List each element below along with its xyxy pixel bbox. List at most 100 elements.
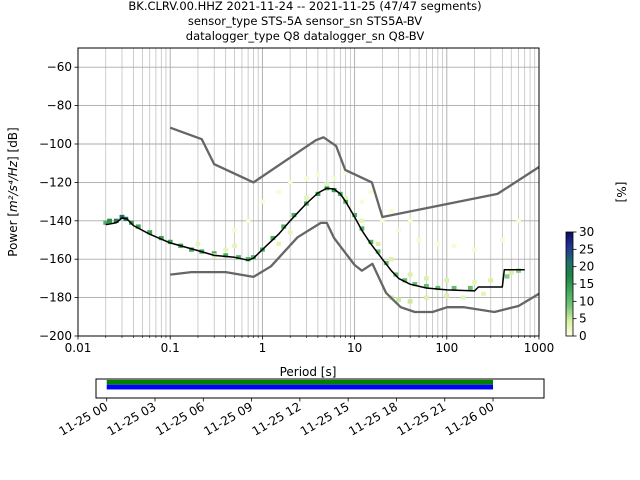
density-cell (368, 239, 374, 245)
time-tick-label: 11-25 03 (105, 399, 159, 438)
y-tick-label: −120 (39, 175, 72, 189)
density-cell (504, 274, 510, 279)
density-cell (388, 257, 394, 262)
density-cell (359, 226, 365, 231)
colorbar-tick-label: 5 (579, 312, 587, 326)
density-cell (223, 247, 229, 252)
colorbar-tick-label: 10 (579, 294, 594, 308)
y-tick-label: −100 (39, 137, 72, 151)
density-cell (423, 295, 429, 300)
noise-model-low-line (170, 221, 540, 314)
ppsd-plot-area: 0.01 0.1 1 10 100 1000 −60 −80 −100 −120 −140 −160… (39, 47, 555, 355)
density-cell (276, 241, 282, 246)
time-tick-label: 11-25 15 (298, 399, 352, 438)
density-cell (287, 230, 293, 235)
density-cell (135, 224, 141, 229)
density-cell (412, 282, 418, 287)
density-cell (508, 270, 514, 275)
density-cell (189, 247, 194, 252)
density-cell (407, 218, 413, 223)
density-cell (359, 218, 365, 223)
y-tick-label: −60 (47, 60, 72, 74)
density-cell (359, 199, 365, 204)
density-cell (343, 195, 349, 200)
density-cell (324, 182, 330, 187)
plot-frame (77, 47, 540, 337)
density-cell (331, 176, 337, 181)
chart-title-line-1: BK.CLRV.00.HHZ 2021-11-24 -- 2021-11-25 … (128, 0, 481, 13)
colorbar: 0 5 10 15 20 25 30 [%] (565, 182, 628, 343)
time-tick-label: 11-25 18 (346, 399, 400, 438)
density-cell (388, 209, 394, 214)
time-tick-label: 11-26 00 (443, 399, 497, 438)
colorbar-gradient (565, 231, 574, 337)
density-cell (259, 199, 265, 204)
y-tick-label: −140 (39, 214, 72, 228)
colorbar-tick-label: 20 (579, 260, 594, 274)
colorbar-tick-label: 0 (579, 329, 587, 343)
density-cell (435, 285, 441, 291)
density-cell (481, 291, 486, 296)
density-cell (107, 218, 112, 223)
y-tick-label: −160 (39, 252, 72, 266)
density-cell (516, 218, 521, 223)
density-cell (158, 235, 164, 241)
colorbar-tick-label: 30 (579, 225, 594, 239)
availability-bar (106, 379, 494, 385)
density-cell (147, 230, 153, 235)
density-cell (379, 218, 385, 223)
density-cell (375, 241, 381, 246)
y-axis: −60 −80 −100 −120 −140 −160 −180 −200 (39, 60, 78, 343)
y-tick-label: −80 (47, 99, 72, 113)
density-cell (396, 228, 402, 233)
density-cell (467, 285, 473, 291)
density-cell (195, 241, 201, 246)
density-cell (451, 285, 457, 291)
availability-bars (106, 379, 494, 390)
mode-curve-line (105, 187, 525, 292)
x-axis-label: Period [s] (280, 365, 337, 379)
x-tick-label: 100 (435, 341, 458, 355)
x-tick-label: 10 (347, 341, 362, 355)
time-tick-label: 11-25 09 (201, 399, 255, 438)
time-tick-label: 11-25 06 (153, 399, 207, 438)
density-cell (444, 278, 450, 283)
x-tick-label: 1000 (524, 341, 555, 355)
density-cell (516, 268, 521, 273)
density-cell (232, 243, 238, 248)
density-cell (303, 176, 309, 181)
availability-frame (95, 378, 545, 399)
density-cell (423, 276, 429, 281)
density-cell (281, 224, 287, 229)
density-cell (488, 278, 494, 283)
density-cell (396, 297, 402, 302)
density-cell (103, 220, 109, 225)
density-cell (472, 247, 477, 252)
density-cell (223, 253, 229, 258)
time-tick-label: 11-25 21 (395, 399, 449, 438)
density-cell (472, 280, 477, 285)
y-tick-label: −180 (39, 291, 72, 305)
noise-model-curves (105, 126, 540, 314)
noise-model-high-line (169, 126, 540, 219)
availability-bar (106, 384, 494, 390)
density-cell (343, 170, 349, 175)
x-tick-label: 1 (259, 341, 267, 355)
density-cell (287, 180, 293, 185)
chart-title-line-2: sensor_type STS-5A sensor_sn STS5A-BV (188, 14, 422, 28)
colorbar-ticks: 0 5 10 15 20 25 30 (573, 225, 594, 343)
plot-background (78, 48, 539, 336)
density-cell (303, 195, 309, 200)
density-cell (245, 218, 251, 223)
density-cell (113, 218, 119, 223)
time-tick-label: 11-25 00 (57, 399, 111, 438)
chart-title-line-3: datalogger_type Q8 datalogger_sn Q8-BV (186, 29, 425, 43)
x-tick-label: 0.01 (65, 341, 92, 355)
colorbar-tick-label: 15 (579, 277, 594, 291)
density-cell (352, 212, 358, 218)
density-cell (167, 239, 173, 245)
time-tick-label: 11-25 12 (250, 399, 304, 438)
density-cell (315, 172, 321, 177)
